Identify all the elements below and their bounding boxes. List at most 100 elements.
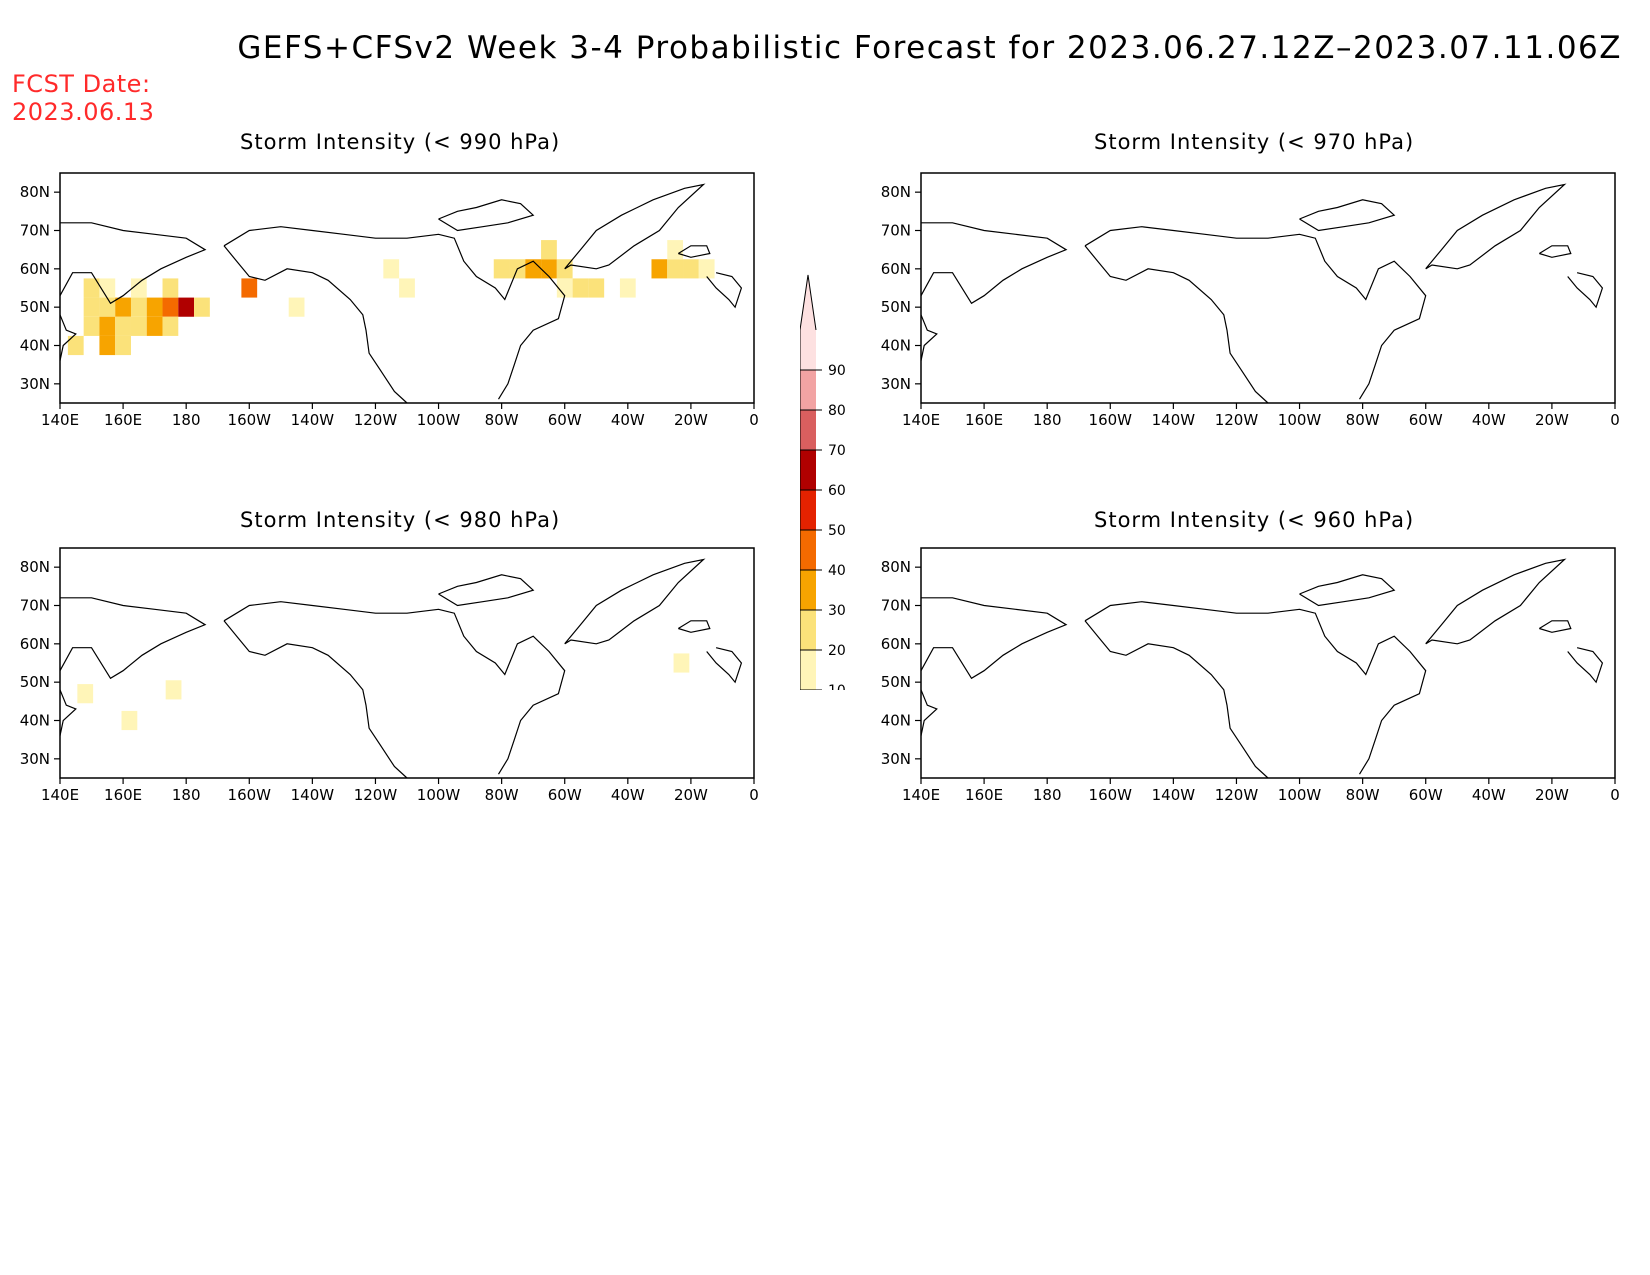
colorbar-swatch — [800, 370, 816, 410]
lon-label: 80W — [1346, 786, 1380, 804]
probability-cell — [493, 259, 510, 279]
coastline — [1425, 183, 1567, 270]
coastline — [223, 620, 408, 779]
probability-cell — [162, 278, 179, 298]
colorbar-swatch — [800, 530, 816, 570]
panel-980-title: Storm Intensity (< 980 hPa) — [240, 508, 561, 532]
colorbar-swatch — [800, 410, 816, 450]
lon-label: 160W — [1089, 786, 1133, 804]
coastline — [920, 597, 1068, 680]
coastline — [223, 601, 566, 775]
colorbar-label: 90 — [828, 363, 846, 379]
lon-label: 120W — [1215, 411, 1259, 429]
probability-cell — [83, 316, 100, 336]
lat-label: 70N — [20, 597, 50, 615]
forecast-date-label: FCST Date: — [12, 70, 151, 98]
lat-label: 80N — [881, 183, 911, 201]
probability-cell — [146, 316, 163, 336]
coastline — [1084, 620, 1269, 779]
lat-label: 30N — [20, 750, 50, 768]
coastline — [920, 314, 938, 361]
colorbar-label: 80 — [828, 403, 846, 419]
map-frame — [920, 547, 1616, 779]
lat-label: 60N — [20, 635, 50, 653]
coastline — [59, 314, 77, 361]
lon-label: 40W — [611, 411, 645, 429]
lat-label: 50N — [881, 673, 911, 691]
coastline — [438, 199, 535, 232]
colorbar-swatch — [800, 490, 816, 530]
map-frame — [59, 172, 755, 404]
lat-label: 60N — [881, 260, 911, 278]
colorbar-swatch — [800, 570, 816, 610]
lon-label: 160W — [228, 411, 272, 429]
probability-cell — [588, 278, 605, 298]
coastline — [1299, 574, 1396, 607]
probability-cell — [673, 653, 690, 673]
colorbar-label: 20 — [828, 643, 846, 659]
lon-label: 140W — [1152, 411, 1196, 429]
lon-label: 180 — [172, 786, 201, 804]
coastline — [564, 558, 706, 645]
lon-label: 160W — [1089, 411, 1133, 429]
lon-label: 20W — [1535, 411, 1569, 429]
coastline — [223, 245, 408, 404]
coastline — [438, 574, 535, 607]
colorbar-swatch — [800, 610, 816, 650]
lat-label: 50N — [881, 298, 911, 316]
probability-cell — [667, 240, 684, 260]
lon-label: 140E — [41, 411, 79, 429]
coastline — [677, 620, 711, 633]
colorbar: 10 20 30 40 50 60 70 80 90 — [800, 274, 846, 690]
lon-label: 80W — [485, 786, 519, 804]
probability-cell — [115, 316, 131, 336]
probability-cell — [667, 259, 684, 279]
lon-label: 180 — [1033, 786, 1062, 804]
colorbar-label: 50 — [828, 523, 846, 539]
lat-label: 40N — [881, 337, 911, 355]
lat-label: 40N — [881, 712, 911, 730]
lat-label: 40N — [20, 712, 50, 730]
lon-label: 20W — [674, 411, 708, 429]
coastline — [1299, 199, 1396, 232]
lon-label: 140E — [902, 411, 940, 429]
probability-cell — [99, 335, 116, 356]
lon-label: 100W — [417, 411, 461, 429]
lon-label: 140W — [1152, 786, 1196, 804]
lon-label: 160E — [965, 411, 1003, 429]
probability-cell — [130, 297, 147, 317]
panel-990-title: Storm Intensity (< 990 hPa) — [240, 130, 561, 154]
lat-label: 50N — [20, 673, 50, 691]
probability-cell — [67, 335, 84, 356]
coastline — [677, 245, 711, 258]
probability-cell — [178, 297, 195, 317]
coastline — [1084, 601, 1427, 775]
lon-label: 160W — [228, 786, 272, 804]
lon-label: 0 — [1610, 786, 1620, 804]
lat-label: 80N — [20, 558, 50, 576]
lat-label: 70N — [881, 597, 911, 615]
probability-cell — [162, 297, 179, 317]
main-title: GEFS+CFSv2 Week 3-4 Probabilistic Foreca… — [237, 30, 1622, 66]
probability-cell — [83, 297, 100, 317]
probability-cell — [698, 259, 715, 279]
probability-cell — [83, 278, 100, 298]
probability-cell — [194, 297, 210, 317]
lon-label: 100W — [417, 786, 461, 804]
lon-label: 140E — [41, 786, 79, 804]
coastline — [1538, 620, 1572, 633]
lon-label: 60W — [1409, 411, 1443, 429]
probability-cell — [121, 710, 138, 731]
lon-label: 60W — [1409, 786, 1443, 804]
lon-label: 60W — [548, 411, 582, 429]
lat-label: 30N — [20, 375, 50, 393]
coastline — [223, 226, 566, 400]
colorbar-label: 60 — [828, 483, 846, 499]
probability-cell — [165, 680, 182, 700]
coastline — [920, 689, 938, 736]
probability-cell — [683, 259, 699, 279]
lat-label: 80N — [881, 558, 911, 576]
